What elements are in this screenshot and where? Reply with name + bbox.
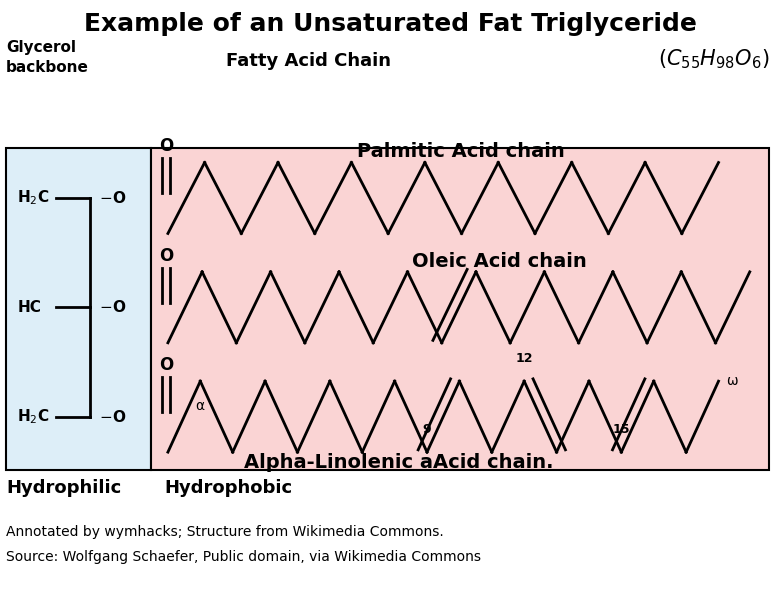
Text: 9: 9 — [423, 423, 431, 436]
Text: 15: 15 — [612, 423, 630, 436]
Text: ω: ω — [726, 374, 738, 388]
Text: Example of an Unsaturated Fat Triglyceride: Example of an Unsaturated Fat Triglyceri… — [84, 12, 697, 35]
Bar — [6, 148, 151, 470]
Text: O: O — [159, 138, 173, 155]
Text: Hydrophilic: Hydrophilic — [6, 479, 122, 496]
Text: α: α — [196, 399, 205, 413]
Text: $(C_{55}H_{98}O_{6})$: $(C_{55}H_{98}O_{6})$ — [658, 47, 769, 71]
Text: $-$O: $-$O — [94, 299, 126, 316]
Text: Fatty Acid Chain: Fatty Acid Chain — [226, 52, 391, 70]
Text: O: O — [159, 247, 173, 265]
Text: $-$O: $-$O — [94, 408, 126, 425]
Text: backbone: backbone — [6, 60, 89, 76]
Text: Palmitic Acid chain: Palmitic Acid chain — [357, 142, 565, 161]
Text: O: O — [159, 356, 173, 374]
Text: Source: Wolfgang Schaefer, Public domain, via Wikimedia Commons: Source: Wolfgang Schaefer, Public domain… — [6, 550, 481, 564]
Text: Oleic Acid chain: Oleic Acid chain — [412, 252, 587, 271]
Text: Alpha-Linolenic aAcid chain.: Alpha-Linolenic aAcid chain. — [244, 453, 553, 472]
Text: Annotated by wymhacks; Structure from Wikimedia Commons.: Annotated by wymhacks; Structure from Wi… — [6, 525, 444, 539]
Text: H$_2$C: H$_2$C — [17, 189, 49, 207]
Text: Hydrophobic: Hydrophobic — [164, 479, 292, 496]
Text: 12: 12 — [515, 352, 533, 365]
Text: H$_2$C: H$_2$C — [17, 407, 49, 426]
Text: HC: HC — [17, 300, 41, 315]
Bar — [151, 148, 769, 470]
Text: $-$O: $-$O — [94, 190, 126, 206]
Text: Glycerol: Glycerol — [6, 40, 77, 55]
